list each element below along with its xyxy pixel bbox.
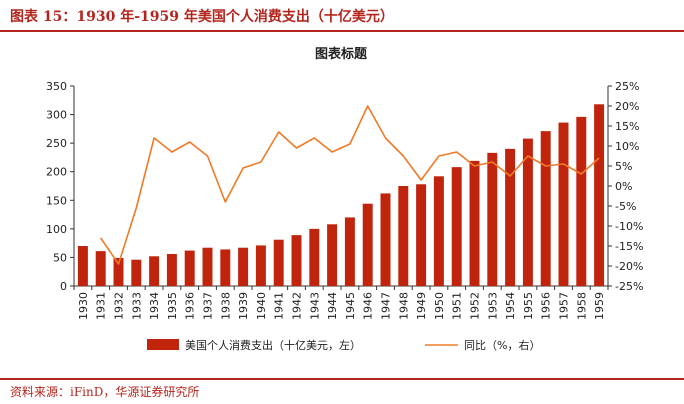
- bar: [131, 259, 142, 286]
- x-tick-label: 1943: [308, 292, 321, 320]
- bar: [522, 138, 533, 286]
- x-tick-label: 1939: [237, 292, 250, 320]
- bar: [77, 246, 88, 286]
- x-tick-label: 1952: [469, 292, 482, 320]
- bar: [416, 184, 427, 286]
- bar: [309, 228, 320, 286]
- y-left-tick-label: 50: [53, 251, 67, 264]
- y-right-tick-label: -25%: [615, 280, 643, 293]
- x-tick-label: 1936: [184, 292, 197, 320]
- y-right-tick-label: 25%: [615, 80, 639, 93]
- legend-label-bar: 美国个人消费支出（十亿美元，左）: [185, 338, 361, 352]
- bar: [202, 247, 213, 286]
- x-tick-label: 1933: [130, 292, 143, 320]
- x-tick-label: 1951: [451, 292, 464, 320]
- x-tick-label: 1947: [380, 292, 393, 320]
- bar: [451, 167, 462, 286]
- bar: [540, 131, 551, 286]
- x-tick-label: 1935: [166, 292, 179, 320]
- y-left-tick-label: 200: [46, 166, 67, 179]
- bar: [220, 249, 231, 286]
- bar: [576, 116, 587, 286]
- bar: [184, 250, 195, 286]
- x-tick-label: 1958: [575, 292, 588, 320]
- x-tick-label: 1937: [202, 292, 215, 320]
- bar: [149, 256, 160, 286]
- bar: [469, 160, 480, 286]
- x-tick-label: 1931: [95, 292, 108, 320]
- y-right-tick-label: -15%: [615, 240, 643, 253]
- bar: [362, 203, 373, 286]
- x-tick-label: 1950: [433, 292, 446, 320]
- y-left-tick-label: 350: [46, 80, 67, 93]
- y-right-tick-label: 0%: [615, 180, 632, 193]
- y-left-tick-label: 300: [46, 109, 67, 122]
- y-right-tick-label: -20%: [615, 260, 643, 273]
- y-right-tick-label: -5%: [615, 200, 636, 213]
- x-tick-label: 1934: [148, 292, 161, 320]
- y-right-tick-label: -10%: [615, 220, 643, 233]
- x-tick-label: 1957: [558, 292, 571, 320]
- x-tick-label: 1940: [255, 292, 268, 320]
- bar: [291, 235, 302, 286]
- chart-title: 图表标题: [315, 46, 368, 62]
- bar: [255, 245, 266, 286]
- x-tick-label: 1941: [273, 292, 286, 320]
- figure-title: 图表 15：1930 年-1959 年美国个人消费支出（十亿美元）: [10, 9, 394, 25]
- bar: [166, 254, 177, 286]
- bar: [238, 247, 249, 286]
- y-right-tick-label: 10%: [615, 140, 639, 153]
- bar: [344, 217, 355, 286]
- x-tick-label: 1942: [291, 292, 304, 320]
- x-tick-label: 1953: [486, 292, 499, 320]
- x-tick-label: 1955: [522, 292, 535, 320]
- bar: [487, 152, 498, 286]
- x-tick-label: 1930: [77, 292, 90, 320]
- bar: [380, 193, 391, 286]
- x-tick-label: 1938: [219, 292, 232, 320]
- bar: [505, 148, 516, 286]
- bar: [327, 224, 338, 286]
- y-right-tick-label: 15%: [615, 120, 639, 133]
- x-tick-label: 1954: [504, 292, 517, 320]
- legend-swatch-bar: [147, 339, 179, 350]
- bar: [558, 122, 569, 286]
- y-left-tick-label: 150: [46, 194, 67, 207]
- legend-label-line: 同比（%，右）: [464, 338, 540, 352]
- x-tick-label: 1959: [593, 292, 606, 320]
- bar: [273, 239, 284, 286]
- bar: [113, 258, 124, 286]
- x-tick-label: 1949: [415, 292, 428, 320]
- y-left-tick-label: 0: [60, 280, 67, 293]
- y-right-tick-label: 20%: [615, 100, 639, 113]
- x-tick-label: 1932: [113, 292, 126, 320]
- top-divider: [0, 30, 684, 32]
- x-tick-label: 1948: [397, 292, 410, 320]
- bar: [433, 176, 444, 286]
- y-left-tick-label: 100: [46, 223, 67, 236]
- y-left-tick-label: 250: [46, 137, 67, 150]
- bar: [95, 251, 106, 286]
- bottom-divider: [0, 378, 684, 380]
- bar: [594, 104, 605, 287]
- x-tick-label: 1956: [540, 292, 553, 320]
- x-tick-label: 1945: [344, 292, 357, 320]
- x-tick-label: 1946: [362, 292, 375, 320]
- source-note: 资料来源：iFinD，华源证券研究所: [10, 385, 200, 399]
- bar: [398, 186, 409, 286]
- figure-header: 图表 15：1930 年-1959 年美国个人消费支出（十亿美元）: [0, 0, 684, 30]
- x-tick-label: 1944: [326, 292, 339, 320]
- y-right-tick-label: 5%: [615, 160, 632, 173]
